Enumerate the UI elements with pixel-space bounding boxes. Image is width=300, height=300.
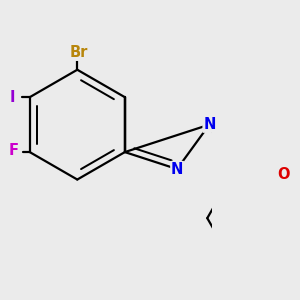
Text: N: N bbox=[203, 117, 215, 132]
Text: Br: Br bbox=[69, 45, 88, 60]
Text: I: I bbox=[10, 90, 16, 105]
Text: O: O bbox=[277, 167, 289, 182]
Text: N: N bbox=[171, 162, 183, 177]
Text: F: F bbox=[9, 143, 19, 158]
